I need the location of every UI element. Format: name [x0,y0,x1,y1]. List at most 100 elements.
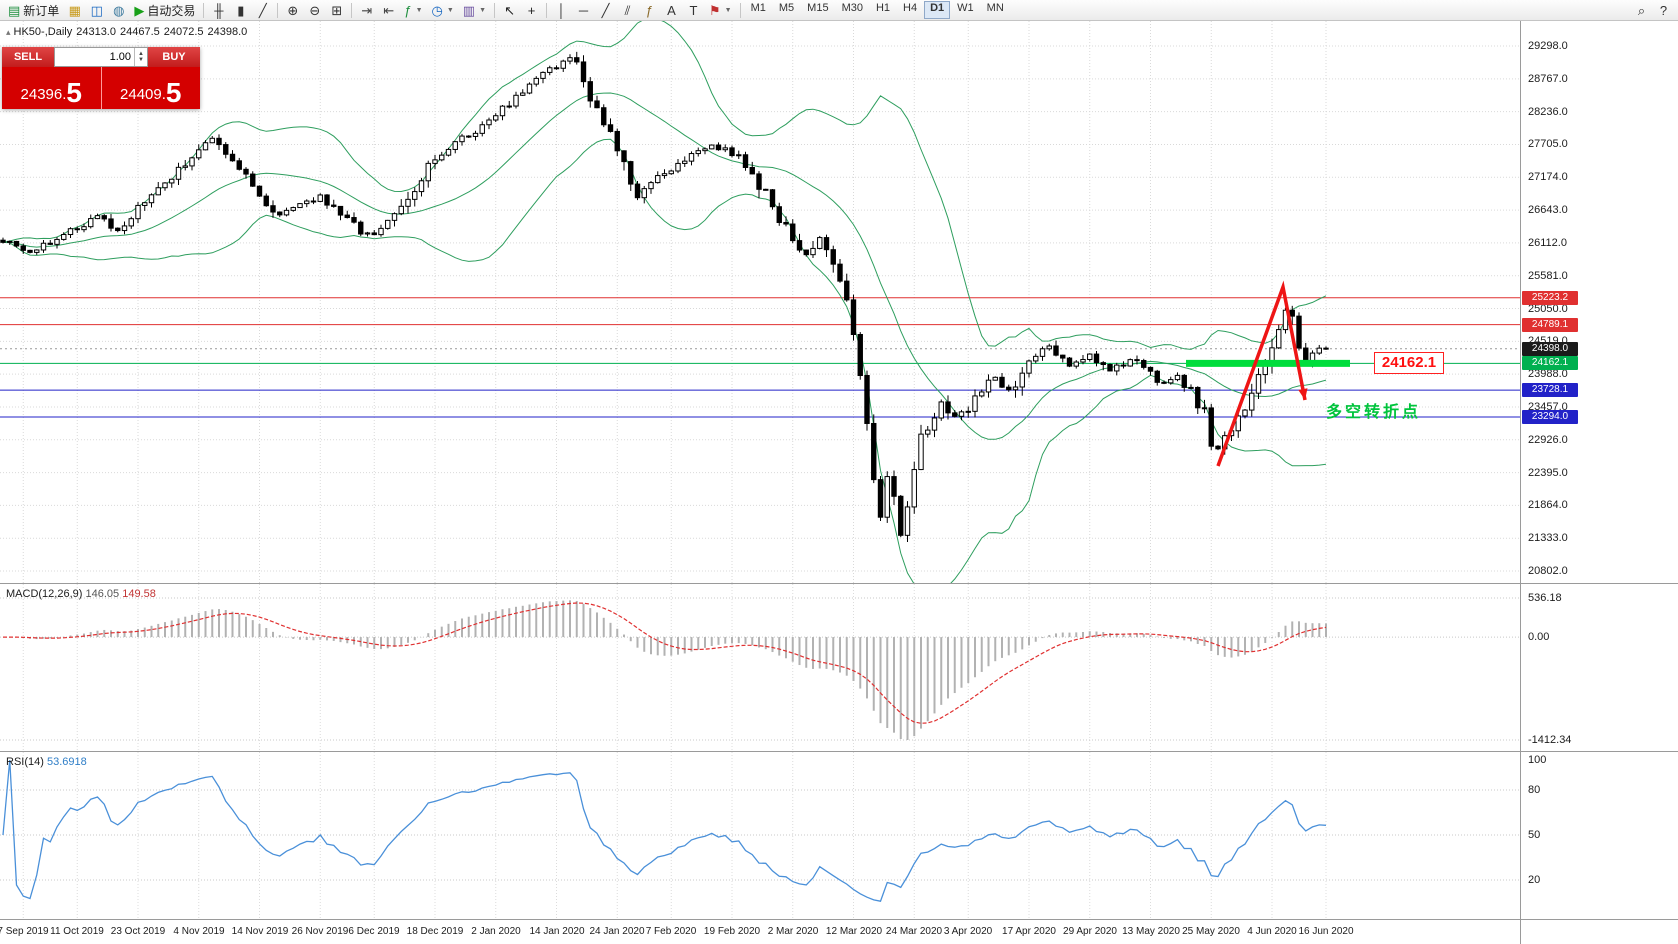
macd-chart [0,584,1520,751]
tile-windows-icon: ⊞ [331,2,343,18]
zoom-out-button[interactable]: ⊖ [304,1,325,20]
rsi-value: 53.6918 [46,756,87,768]
rsi-tick-label: 80 [1528,784,1541,796]
chart-ohlc-info: ▴ HK50-,Daily 24313.0 24467.5 24072.5 24398.0 [6,26,251,38]
zoom-out-icon: ⊖ [309,2,321,18]
zoom-in-button[interactable]: ⊕ [282,1,303,20]
rsi-tick-label: 50 [1528,829,1541,841]
auto-scroll-icon: ⇥ [361,2,373,18]
arrows-button[interactable]: ⚑ ▼ [705,1,736,20]
line-chart-button[interactable]: ╱ [252,1,273,20]
arrow-head [1298,388,1308,400]
toolbar: ▤ 新订单 ▦ ◫ ◍ ▶ 自动交易 ╫ ▮ ╱ ⊕ ⊖ ⊞ ⇥ ⇤ ƒ ▼ ◷ ▼ ▥ ▼ ↖ + │ ─ ╱ ⫽ ƒ A T ⚑ ▼ M1 M… [0,0,1678,21]
timeframe-mn[interactable]: MN [986,2,1004,14]
date-tick-label: 23 Oct 2019 [110,926,166,937]
price-badge: 24162.1 [1522,356,1578,370]
trendline-button[interactable]: ╱ [595,1,616,20]
indicators-button[interactable]: ƒ ▼ [400,1,426,20]
cursor-button[interactable]: ↖ [499,1,520,20]
stepper-down-icon[interactable]: ▼ [138,57,144,63]
flag-icon: ⚑ [709,2,721,18]
date-tick-label: 18 Dec 2019 [406,926,464,937]
timeframe-m15[interactable]: M15 [807,2,829,14]
help-button[interactable]: ? [1653,1,1674,20]
price-tick-label: 28236.0 [1528,106,1568,118]
timeframe-h4[interactable]: H4 [903,2,918,14]
trend-arrow [1216,280,1307,467]
macd-axis: 536.18 0.00 -1412.34 [1520,584,1678,751]
low-value: 24072.5 [163,26,204,38]
fibonacci-button[interactable]: ƒ [639,1,660,20]
rsi-panel: RSI(14) 53.6918 100 80 50 20 [0,751,1678,919]
tile-windows-button[interactable]: ⊞ [326,1,347,20]
price-tick-label: 21864.0 [1528,499,1568,511]
templates-button[interactable]: ▥ ▼ [459,1,490,20]
channel-button[interactable]: ⫽ [617,1,638,20]
label-button[interactable]: T [683,1,704,20]
price-axis: 29298.0 28767.0 28236.0 27705.0 27174.0 26643… [1520,21,1678,583]
horizontal-line-button[interactable]: ─ [573,1,594,20]
chevron-down-icon: ▼ [724,6,732,14]
rsi-tick-label: 100 [1528,754,1547,766]
text-button[interactable]: A [661,1,682,20]
chevron-down-icon: ▼ [415,6,423,14]
chevron-down-icon: ▼ [446,6,454,14]
date-tick-label: 24 Mar 2020 [885,926,943,937]
sell-price[interactable]: 24396. 5 [2,67,102,109]
auto-scroll-button[interactable]: ⇥ [356,1,377,20]
macd-signal-value: 149.58 [122,588,156,600]
periods-button[interactable]: ◷ ▼ [428,1,458,20]
market-watch-button[interactable]: ◫ [86,1,107,20]
bar-chart-button[interactable]: ╫ [208,1,229,20]
timeframe-d1[interactable]: D1 [924,1,951,19]
candles-icon: ▮ [237,2,245,18]
price-tick-label: 20802.0 [1528,565,1568,577]
chart-profiles-button[interactable]: ▦ [64,1,85,20]
macd-name: MACD(12,26,9) [6,588,83,600]
toolbar-separator [546,2,548,18]
auto-trading-button[interactable]: ▶ 自动交易 [130,1,199,20]
data-window-button[interactable]: ◍ [108,1,129,20]
price-badge: 25223.2 [1522,291,1578,305]
fibonacci-icon: ƒ [645,2,654,18]
date-tick-label: 4 Nov 2019 [173,926,225,937]
crosshair-button[interactable]: + [521,1,542,20]
search-icon: ⌕ [1637,2,1646,18]
turning-point-note[interactable]: 多空转折点 [1326,404,1422,421]
rsi-name: RSI(14) [6,756,44,768]
price-tick-label: 27174.0 [1528,171,1568,183]
open-value: 24313.0 [76,26,116,38]
price-chart[interactable] [0,21,1520,583]
buy-button[interactable]: BUY [148,47,200,67]
market-watch-icon: ◫ [90,2,103,18]
rsi-label: RSI(14) 53.6918 [6,756,87,768]
vertical-line-button[interactable]: │ [551,1,572,20]
timeframe-m5[interactable]: M5 [778,2,795,14]
toolbar-separator [203,2,205,18]
timeframe-m1[interactable]: M1 [750,2,766,14]
macd-value: 146.05 [85,588,120,600]
new-order-button[interactable]: ▤ 新订单 [4,1,63,20]
timeframe-w1[interactable]: W1 [957,2,974,14]
date-tick-label: 24 Jan 2020 [589,926,645,937]
buy-price[interactable]: 24409. 5 [102,67,201,109]
price-tick-label: 28767.0 [1528,73,1568,85]
price-tick-label: 25050.0 [1528,303,1568,315]
trendline-icon: ╱ [601,2,610,18]
timeframe-m30[interactable]: M30 [841,2,863,14]
chart-shift-button[interactable]: ⇤ [378,1,399,20]
price-tick-label: 25581.0 [1528,270,1568,282]
timeframe-h1[interactable]: H1 [875,2,891,14]
stepper-up-icon[interactable]: ▲ [138,51,144,57]
sell-button[interactable]: SELL [2,47,54,67]
volume-stepper[interactable]: ▲ ▼ [134,48,147,66]
symbol-period-label: HK50-,Daily [13,26,73,38]
candlestick-series [0,51,1329,542]
candlestick-chart-button[interactable]: ▮ [230,1,251,20]
date-tick-label: 12 Mar 2020 [825,926,883,937]
data-window-icon: ◍ [113,2,125,18]
volume-input[interactable] [55,51,134,63]
date-tick-label: 2 Jan 2020 [471,926,521,937]
price-annotation-label[interactable]: 24162.1 [1374,352,1444,374]
search-button[interactable]: ⌕ [1631,1,1652,20]
